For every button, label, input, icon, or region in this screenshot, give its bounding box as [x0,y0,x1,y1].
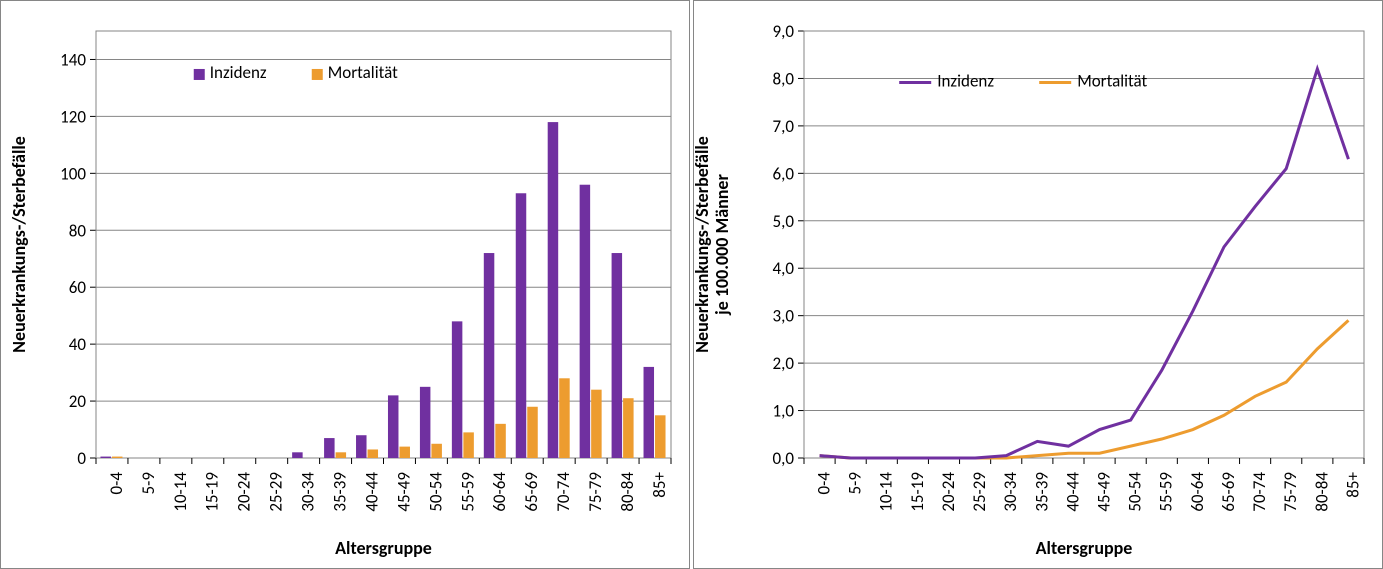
legend-label: Inzidenz [937,71,994,92]
bar-inzidenz [516,193,527,458]
y-tick-label: 80 [69,220,87,241]
y-tick-label: 3,0 [773,306,795,327]
x-tick-label: 0-4 [814,472,835,495]
x-tick-label: 85+ [1342,471,1363,497]
legend-label: Mortalität [328,62,398,83]
y-tick-label: 1,0 [773,401,795,422]
x-tick-label: 65-69 [1218,472,1239,512]
x-tick-label: 5-9 [845,472,866,495]
bar-inzidenz [452,321,463,458]
bar-inzidenz [388,395,399,458]
x-tick-label: 20-24 [234,472,255,512]
bar-mortalitaet [623,398,634,458]
x-tick-label: 35-39 [330,472,351,512]
x-tick-label: 50-54 [1125,472,1146,512]
bar-chart-panel: 0 20 40 60 80 100 120 140 0-4 5-9 10-14 15-19 20-24 2… [0,0,690,569]
line-chart-panel: 0,0 1,0 2,0 3,0 4,0 5,0 6,0 7,0 8,0 9,0 0-4 5-9 10-1… [693,0,1383,569]
bar-inzidenz [100,457,111,458]
x-tick-label: 75-79 [585,472,606,512]
x-tick-label: 55-59 [457,472,478,512]
y-tick-label: 5,0 [773,211,795,232]
x-tick-label: 70-74 [553,472,574,512]
x-tick-label: 80-84 [1311,472,1332,512]
y-tick-label: 8,0 [773,68,795,89]
bar-inzidenz [420,387,431,458]
y-tick-label: 7,0 [773,116,795,137]
bar-mortalitaet [399,447,410,458]
x-tick-label: 60-64 [489,472,510,512]
y-tick-label: 0,0 [773,448,795,469]
bar-mortalitaet [655,415,666,458]
bar-mortalitaet [559,378,570,458]
x-tick-label: 15-19 [202,472,223,512]
y-axis-label: Neuerkrankungs-/Sterbefälleje 100.000 Mä… [694,136,733,353]
x-tick-label: 45-49 [393,472,414,512]
x-tick-label: 60-64 [1187,472,1208,512]
y-tick-label: 100 [60,163,86,184]
x-tick-label: 45-49 [1094,472,1115,512]
x-tick-label: 25-29 [969,472,990,512]
x-tick-label: 55-59 [1156,472,1177,512]
y-tick-label: 4,0 [773,258,795,279]
x-tick-label: 40-44 [1062,472,1083,512]
bar-inzidenz [612,253,623,458]
line-inzidenz [820,69,1349,458]
x-tick-label: 20-24 [938,472,959,512]
x-tick-label: 25-29 [266,472,287,512]
bar-mortalitaet [368,449,379,458]
y-tick-label: 6,0 [773,163,795,184]
x-tick-label: 35-39 [1031,472,1052,512]
legend-swatch [312,69,323,80]
bar-inzidenz [324,438,335,458]
x-tick-label: 0-4 [106,472,127,495]
y-tick-label: 40 [69,334,87,355]
x-tick-label: 50-54 [425,472,446,512]
x-tick-label: 10-14 [170,472,191,512]
legend-label: Inzidenz [210,62,267,83]
bar-inzidenz [580,185,591,458]
x-axis-label: Altersgruppe [1036,537,1133,559]
bar-mortalitaet [495,424,506,458]
x-tick-label: 70-74 [1249,472,1270,512]
bar-mortalitaet [527,407,538,458]
bar-inzidenz [292,452,303,458]
x-tick-label: 75-79 [1280,472,1301,512]
bar-mortalitaet [336,452,347,458]
x-tick-label: 65-69 [521,472,542,512]
y-tick-label: 140 [60,49,86,70]
x-tick-label: 5-9 [138,472,159,495]
y-tick-label: 0 [77,448,86,469]
y-axis-label: Neuerkrankungs-/Sterbefälle [8,136,30,353]
x-tick-label: 85+ [649,471,670,497]
legend-label: Mortalität [1077,71,1147,92]
bar-inzidenz [644,367,655,458]
legend-swatch [194,69,205,80]
bar-mortalitaet [112,457,123,458]
y-tick-label: 60 [69,277,87,298]
x-tick-label: 40-44 [361,472,382,512]
bar-mortalitaet [431,444,442,458]
x-axis-label: Altersgruppe [335,537,432,559]
bar-mortalitaet [463,432,474,458]
bar-inzidenz [484,253,495,458]
x-tick-label: 80-84 [617,472,638,512]
bar-inzidenz [548,122,559,458]
x-tick-label: 30-34 [298,472,319,512]
y-tick-label: 20 [69,391,87,412]
y-tick-label: 9,0 [773,21,795,42]
bar-inzidenz [356,435,367,458]
bar-mortalitaet [591,390,602,458]
x-tick-label: 30-34 [1000,472,1021,512]
y-tick-label: 2,0 [773,353,795,374]
y-tick-label: 120 [60,106,86,127]
x-tick-label: 10-14 [876,472,897,512]
x-tick-label: 15-19 [907,472,928,512]
